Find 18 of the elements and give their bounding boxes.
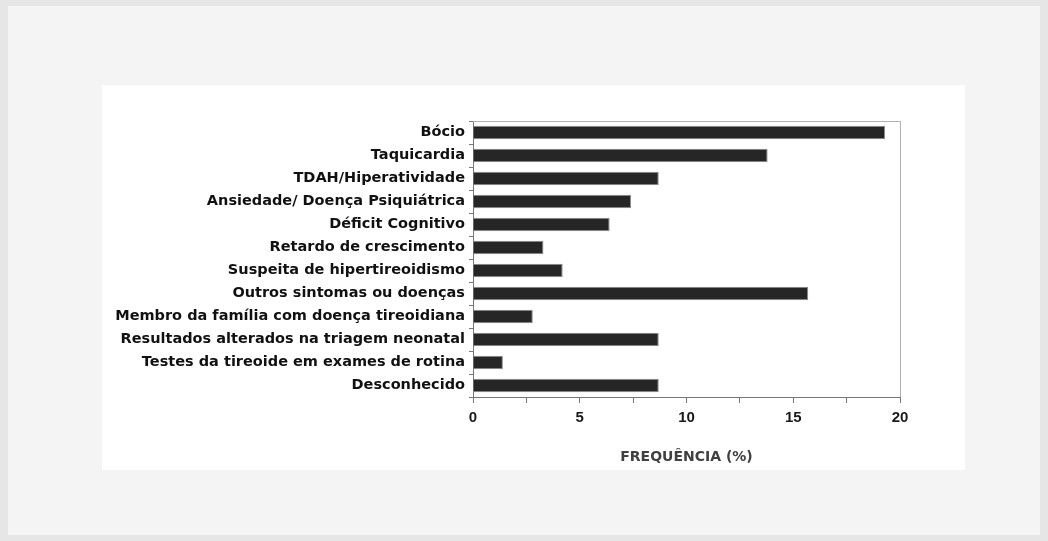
- x-tick-label: 10: [678, 408, 695, 426]
- y-tick-label: Retardo de crescimento: [269, 238, 466, 255]
- x-tick-label: 15: [784, 408, 802, 426]
- y-tick-label: TDAH/Hiperatividade: [293, 169, 466, 186]
- y-tick-label: Bócio: [420, 123, 466, 140]
- x-axis-title: FREQUÊNCIA (%): [620, 448, 753, 465]
- y-tick-label: Déficit Cognitivo: [329, 215, 466, 232]
- y-tick-label: Testes da tireoide em exames de rotina: [141, 353, 465, 370]
- y-tick-label: Membro da família com doença tireoidiana: [115, 307, 465, 324]
- y-tick-label: Resultados alterados na triagem neonatal: [120, 330, 465, 347]
- y-tick-label: Ansiedade/ Doença Psiquiátrica: [206, 192, 465, 209]
- y-tick-label: Taquicardia: [370, 146, 465, 163]
- x-tick-label: 0: [468, 408, 478, 426]
- y-tick-label: Suspeita de hipertireoidismo: [227, 261, 466, 278]
- x-tick-label: 20: [891, 408, 909, 426]
- y-tick-label: Desconhecido: [351, 376, 466, 393]
- y-tick-label: Outros sintomas ou doenças: [232, 284, 465, 301]
- x-tick-label: 5: [575, 408, 584, 426]
